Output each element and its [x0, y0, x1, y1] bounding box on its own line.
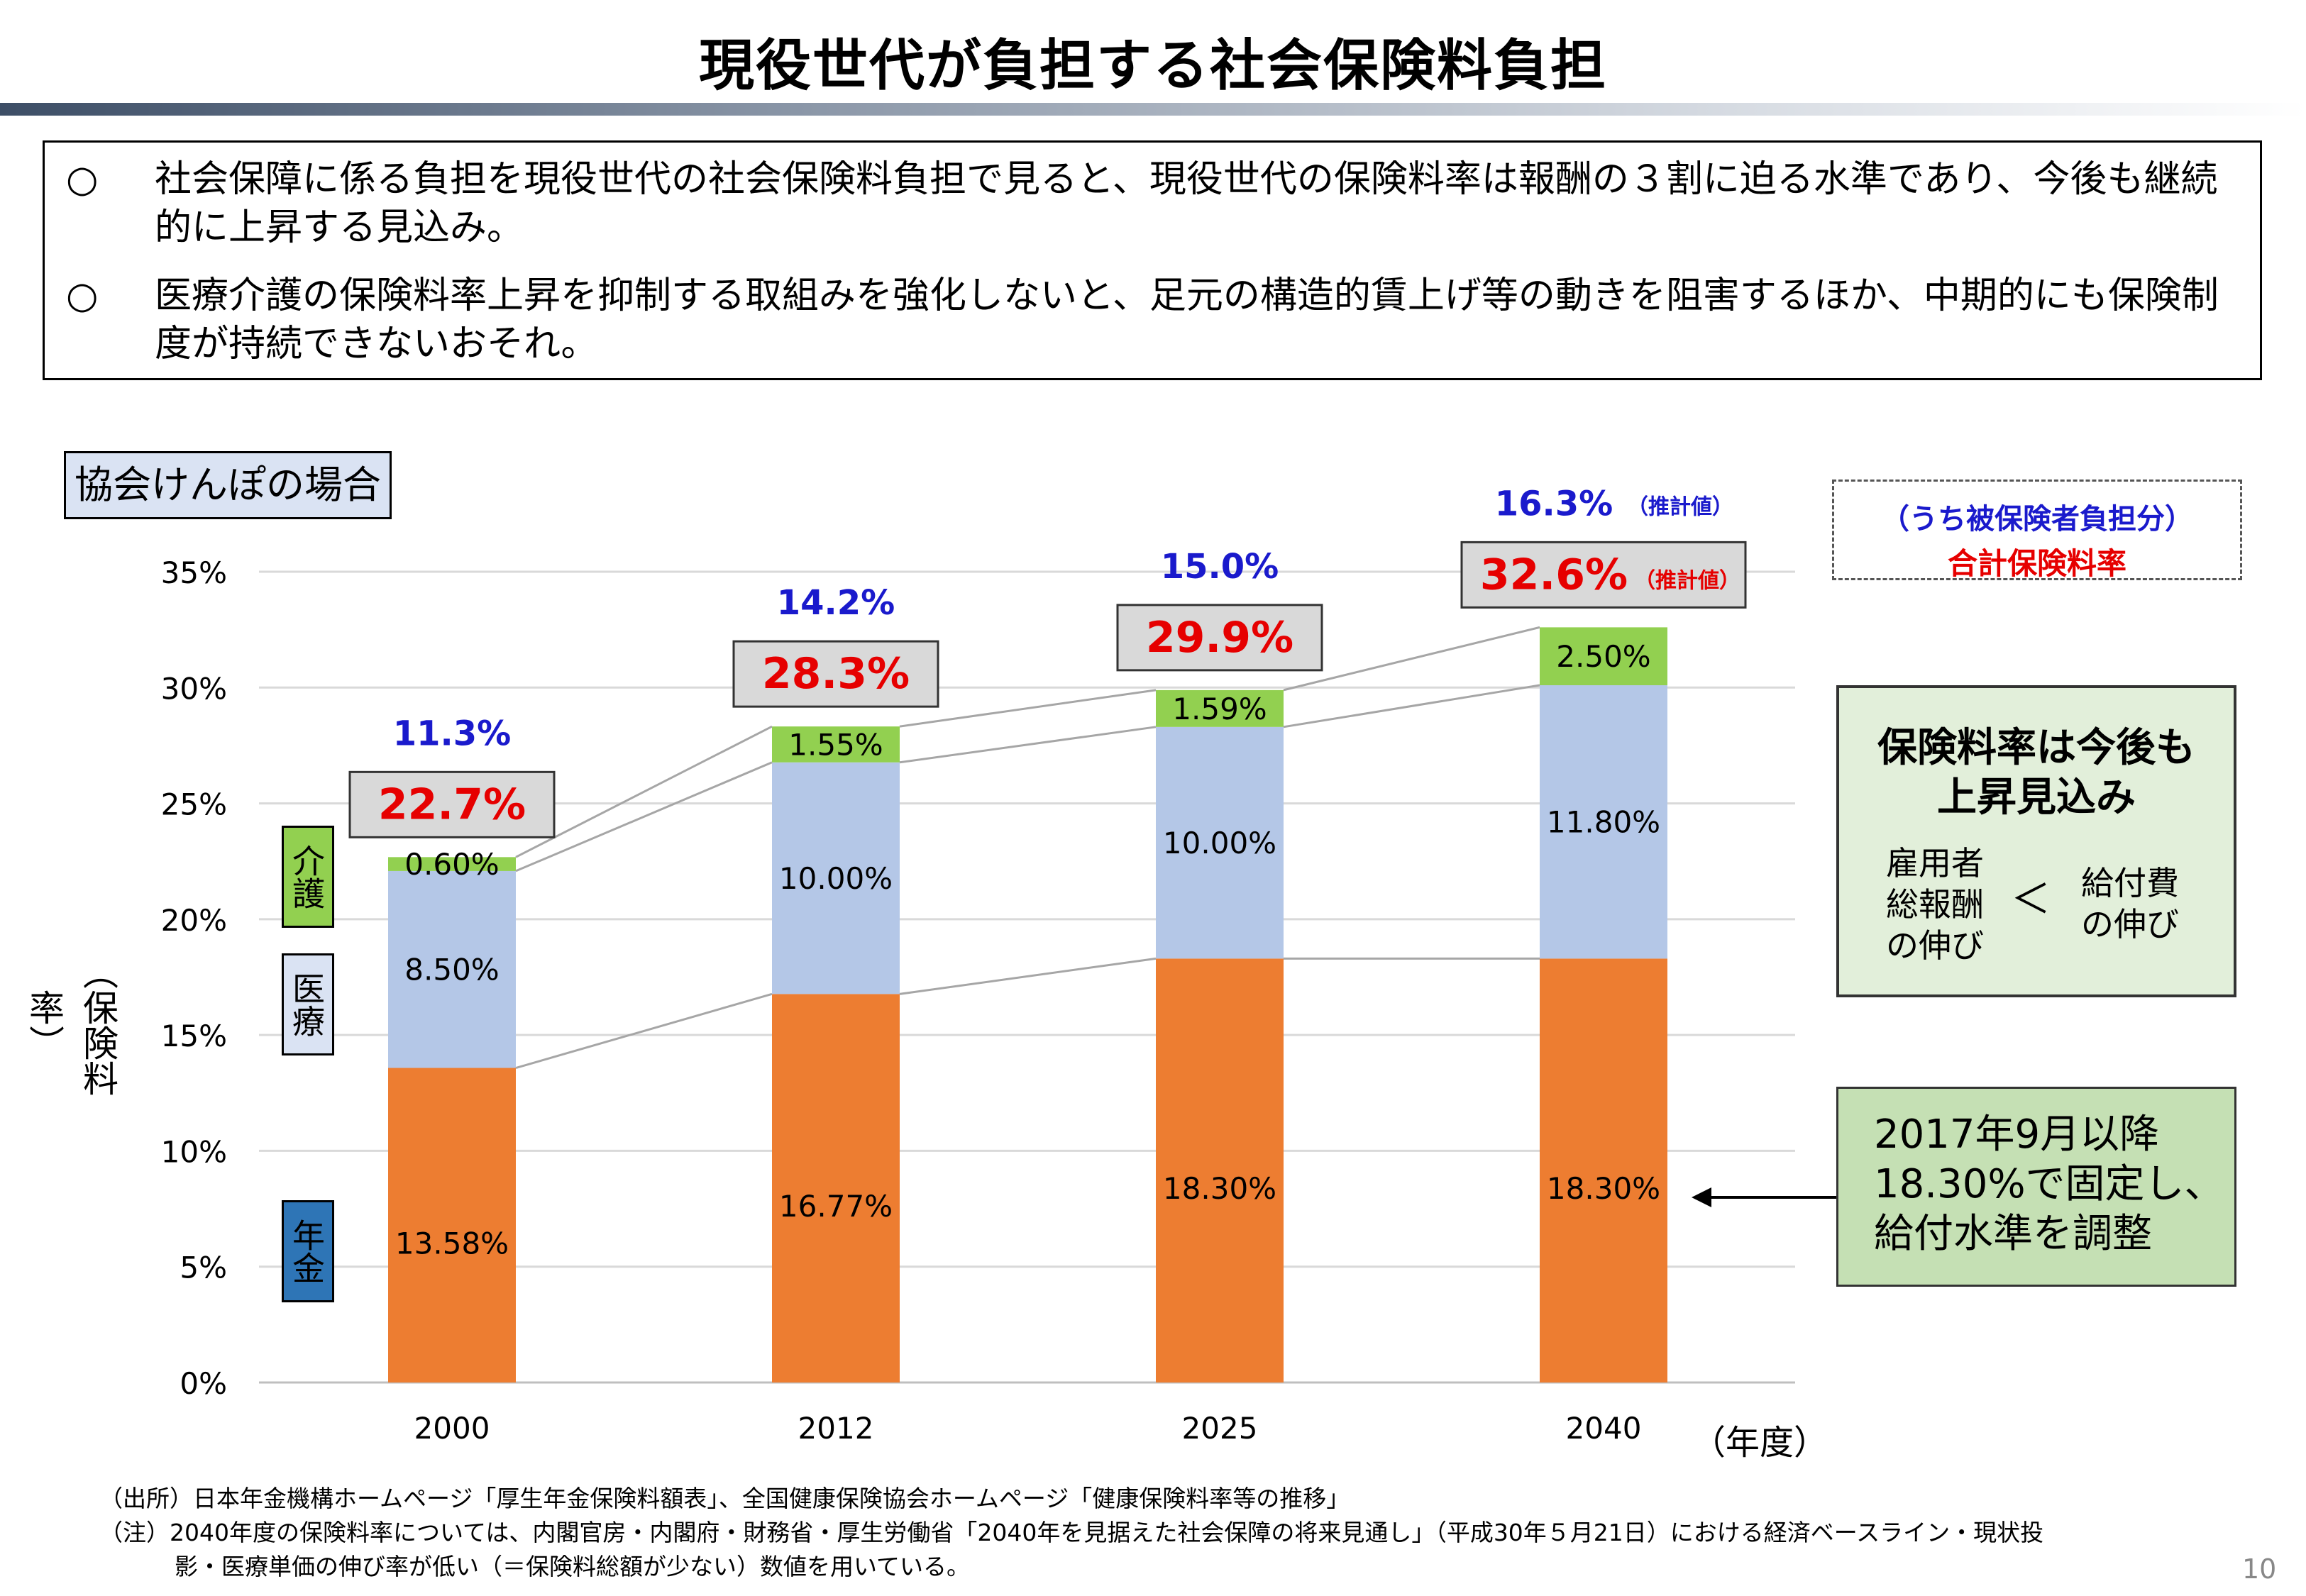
connector-line — [1283, 626, 1540, 692]
pension-fixed-box: 2017年9月以降 18.30%で固定し、 給付水準を調整 — [1836, 1087, 2236, 1287]
title-divider — [0, 103, 2306, 116]
total-rate-label: 28.3% — [762, 649, 910, 699]
y-tick-label: 35% — [161, 555, 227, 590]
y-tick-label: 0% — [180, 1366, 227, 1401]
total-rate-label: 29.9% — [1146, 613, 1293, 663]
care-tag: 介護 — [282, 826, 334, 928]
summary-box: ○ 社会保障に係る負担を現役世代の社会保険料負担で見ると、現役世代の保険料率は報… — [43, 140, 2262, 380]
connector-line — [515, 992, 773, 1069]
insured-share-label: 11.3% — [393, 714, 512, 753]
bar-medical — [772, 762, 900, 994]
bar-pension — [1540, 958, 1667, 1382]
bar-care — [1540, 627, 1667, 686]
x-tick-label: 2040 — [1566, 1411, 1642, 1446]
outlook-box: 保険料率は今後も 上昇見込み 雇用者 総報酬 の伸び ＜ 給付費 の伸び — [1836, 685, 2236, 997]
insured-share-label: 16.3% — [1495, 484, 1613, 523]
total-rate-box — [348, 770, 556, 838]
footnote: （注）2040年度の保険料率については、内閣官房・内閣府・財務省・厚生労働省「2… — [99, 1519, 2044, 1546]
data-label-medical: 11.80% — [1547, 805, 1660, 840]
connector-line — [1283, 684, 1540, 728]
bar-care — [1156, 689, 1284, 727]
pension-tag: 年金 — [282, 1200, 334, 1302]
x-tick-label: 2025 — [1182, 1411, 1258, 1446]
bar-care — [388, 857, 516, 871]
connector-line — [515, 761, 773, 872]
pension-tag-label: 年金 — [287, 1219, 326, 1284]
legend-total-rate: 合計保険料率 — [1947, 546, 2126, 581]
bar-pension — [388, 1068, 516, 1382]
chart-label-box: 協会けんぽの場合 — [64, 451, 392, 519]
total-rate-box — [1116, 604, 1323, 672]
insured-share-label: 14.2% — [777, 583, 895, 623]
bar-medical — [388, 870, 516, 1068]
total-rate-label: 32.6% — [1480, 550, 1628, 599]
outlook-title: 保険料率は今後も 上昇見込み — [1877, 725, 2195, 821]
data-label-medical: 10.00% — [779, 861, 893, 896]
footnote-continued: 影・医療単価の伸び率が低い（＝保険料総額が少ない）数値を用いている。 — [175, 1553, 971, 1580]
data-label-pension: 16.77% — [779, 1189, 893, 1224]
y-tick-label: 5% — [180, 1251, 227, 1285]
connector-line — [899, 726, 1157, 764]
bullet-text: 医療介護の保険料率上昇を抑制する取組みを強化しないと、足元の構造的賃上げ等の動き… — [155, 275, 2219, 365]
outlook-comparison: 雇用者 総報酬 の伸び ＜ 給付費 の伸び — [1860, 843, 2215, 970]
bar-medical — [1156, 726, 1284, 959]
legend-box: （うち被保険者負担分） 合計保険料率 — [1832, 480, 2242, 581]
connector-line — [899, 957, 1157, 995]
y-tick-label: 10% — [161, 1134, 227, 1169]
data-label-pension: 18.30% — [1547, 1171, 1660, 1206]
connector-line — [899, 689, 1157, 728]
connector-line — [515, 725, 773, 858]
data-label-care: 0.60% — [404, 847, 499, 882]
benefit-growth: 給付費 の伸び — [2081, 864, 2179, 943]
data-label-pension: 13.58% — [395, 1226, 509, 1260]
medical-tag-label: 医療 — [287, 972, 326, 1037]
legend-insured-share: （うち被保険者負担分） — [1881, 503, 2193, 536]
source-note: （出所）日本年金機構ホームページ「厚生年金保険料額表」、全国健康保険協会ホームペ… — [99, 1485, 1350, 1512]
total-rate-box — [1460, 541, 1747, 609]
bullet-mark: ○ — [66, 158, 99, 201]
data-label-care: 1.55% — [788, 727, 883, 762]
y-tick-label: 20% — [161, 903, 227, 938]
wage-growth: 雇用者 総報酬 の伸び — [1886, 844, 1984, 965]
care-tag-label: 介護 — [287, 844, 326, 909]
insured-share-label: 15.0% — [1161, 547, 1279, 587]
estimate-mark: （推計値） — [1634, 568, 1740, 593]
page-title: 現役世代が負担する社会保険料負担 — [698, 34, 1607, 98]
bar-care — [772, 726, 900, 763]
bar-pension — [1156, 958, 1284, 1382]
y-tick-label: 25% — [161, 787, 227, 822]
x-tick-label: 2000 — [414, 1411, 490, 1446]
y-axis-title: （保険料率） — [23, 954, 118, 1096]
total-rate-label: 22.7% — [378, 780, 526, 829]
medical-tag: 医療 — [282, 953, 334, 1055]
data-label-care: 2.50% — [1556, 639, 1650, 674]
data-label-pension: 18.30% — [1163, 1171, 1276, 1206]
chart-label: 協会けんぽの場合 — [75, 462, 381, 507]
bar-medical — [1540, 685, 1667, 959]
x-tick-label: 2012 — [798, 1411, 874, 1446]
page-number: 10 — [2242, 1553, 2277, 1585]
less-than-symbol: ＜ — [2011, 877, 2051, 923]
bullet-mark: ○ — [66, 275, 99, 317]
bar-pension — [772, 994, 900, 1382]
x-axis-unit: （年度） — [1692, 1423, 1828, 1463]
total-rate-box — [732, 640, 939, 708]
data-label-medical: 8.50% — [404, 953, 499, 987]
callout-arrowhead — [1692, 1187, 1711, 1207]
bullet-text: 社会保障に係る負担を現役世代の社会保険料負担で見ると、現役世代の保険料率は報酬の… — [155, 158, 2218, 249]
estimate-mark: （推計値） — [1627, 494, 1733, 519]
y-tick-label: 30% — [161, 671, 227, 706]
data-label-medical: 10.00% — [1163, 826, 1276, 860]
y-tick-label: 15% — [161, 1019, 227, 1053]
data-label-care: 1.59% — [1172, 692, 1267, 726]
